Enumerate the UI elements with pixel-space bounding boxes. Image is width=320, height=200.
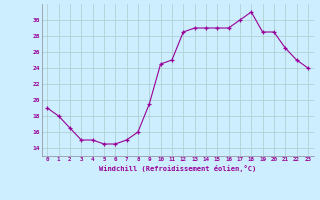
X-axis label: Windchill (Refroidissement éolien,°C): Windchill (Refroidissement éolien,°C) — [99, 165, 256, 172]
